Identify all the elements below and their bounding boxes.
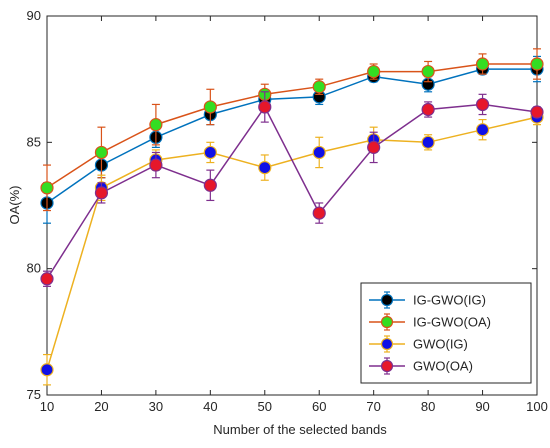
x-tick-label: 50	[258, 399, 272, 414]
x-axis-label: Number of the selected bands	[213, 422, 387, 437]
legend-swatch-marker	[380, 293, 394, 307]
series-layer	[40, 48, 544, 386]
legend-label: GWO(IG)	[413, 337, 468, 352]
legend-swatch-marker	[380, 359, 394, 373]
data-point	[475, 97, 490, 112]
data-point	[203, 145, 217, 160]
y-axis-label: OA(%)	[7, 186, 22, 225]
series-line	[46, 68, 537, 204]
x-tick-label: 40	[203, 399, 217, 414]
data-point	[312, 145, 326, 160]
data-point	[203, 100, 217, 114]
data-point	[149, 158, 163, 172]
x-tick-label: 70	[366, 399, 380, 414]
data-point	[367, 140, 381, 154]
y-tick-label: 75	[27, 387, 41, 402]
legend-entry: IG-GWO(IG)	[369, 291, 486, 309]
series-gwo-oa-	[40, 91, 544, 287]
data-point	[421, 102, 435, 117]
series-line	[46, 63, 537, 189]
data-point	[530, 57, 544, 71]
legend-label: GWO(OA)	[413, 359, 473, 374]
data-point	[94, 186, 109, 200]
legend-label: IG-GWO(IG)	[413, 293, 486, 308]
data-point	[421, 135, 435, 149]
series-line	[46, 103, 538, 280]
data-point	[421, 64, 435, 79]
legend-label: IG-GWO(OA)	[413, 315, 491, 330]
x-tick-label: 60	[312, 399, 326, 414]
data-point	[312, 80, 326, 94]
x-tick-label: 100	[526, 399, 548, 414]
data-point	[258, 161, 272, 175]
axes: 10 20 30 40 50 60 70 80 90 100 75 80 85 90	[27, 8, 548, 414]
x-tick-label: 90	[475, 399, 489, 414]
legend-swatch-marker	[380, 337, 394, 351]
data-point	[40, 181, 54, 195]
legend-entry: IG-GWO(OA)	[369, 313, 491, 331]
legend-entry: GWO(IG)	[369, 335, 468, 353]
data-point	[258, 100, 272, 114]
data-point	[40, 363, 54, 377]
data-point	[367, 64, 381, 79]
y-tick-label: 90	[27, 8, 41, 23]
y-tick-label: 80	[27, 261, 41, 276]
legend-swatch-marker	[380, 315, 394, 329]
legend: IG-GWO(IG) IG-GWO(OA) GWO(IG) GWO(OA)	[360, 282, 532, 384]
x-tick-label: 80	[421, 399, 435, 414]
data-point	[530, 105, 544, 119]
data-point	[94, 145, 109, 160]
data-point	[312, 206, 326, 220]
data-point	[40, 272, 54, 286]
x-tick-label: 30	[149, 399, 163, 414]
x-tick-label: 20	[94, 399, 108, 414]
y-tick-label: 85	[27, 134, 41, 149]
data-point	[203, 178, 217, 192]
x-tick-label: 10	[40, 399, 54, 414]
data-point	[475, 123, 490, 137]
data-point	[149, 118, 163, 132]
data-point	[475, 57, 490, 71]
legend-entry: GWO(OA)	[369, 357, 473, 375]
